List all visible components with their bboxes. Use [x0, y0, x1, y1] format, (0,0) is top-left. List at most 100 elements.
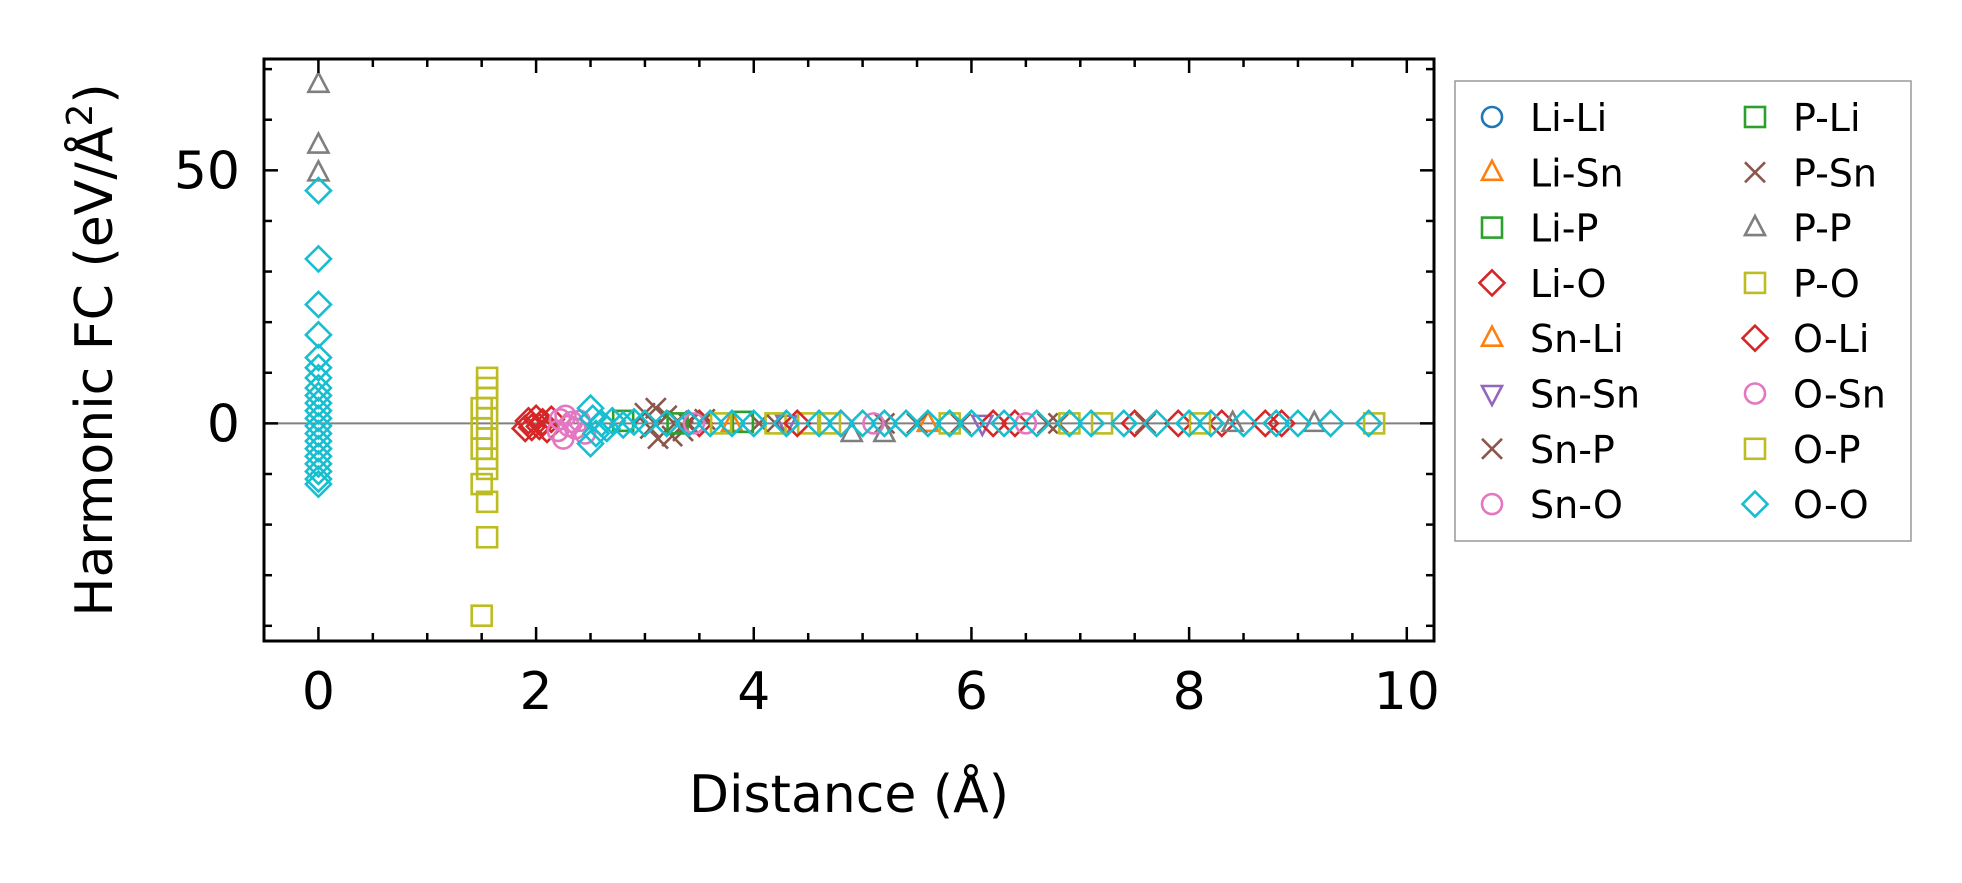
data-point [304, 396, 333, 426]
x-tick-label: 0 [302, 662, 335, 722]
data-point [475, 490, 499, 514]
legend-label: P-P [1793, 207, 1852, 251]
data-point [804, 409, 834, 438]
data-point [717, 409, 747, 438]
data-point [1354, 409, 1384, 438]
data-point [532, 415, 562, 444]
data-point [1362, 412, 1386, 435]
data-point [1188, 412, 1212, 435]
data-point [578, 403, 608, 433]
data-point [666, 412, 689, 435]
legend-entry: Sn-P [1481, 428, 1615, 472]
legend-label: Sn-P [1530, 428, 1615, 472]
data-point [304, 457, 333, 486]
data-point [304, 403, 333, 433]
data-point [304, 244, 333, 274]
plot-marks [264, 70, 1434, 627]
data-point [989, 409, 1019, 438]
legend-marker [1740, 323, 1770, 353]
data-point [304, 469, 333, 499]
data-point [782, 409, 812, 438]
legend-entry: P-P [1742, 207, 1852, 251]
legend-marker [1479, 158, 1505, 182]
data-point [1316, 409, 1345, 438]
data-point [304, 343, 333, 372]
legend-label: P-O [1793, 262, 1860, 306]
x-tick-label: 2 [520, 662, 553, 722]
legend-entry: Sn-O [1480, 483, 1623, 527]
data-point [304, 290, 333, 319]
legend-marker [1481, 437, 1503, 460]
legend: Li-Li Li-Sn Li-P Li-O Sn-Li Sn-Sn Sn-P Sn-O P-Li… [1454, 80, 1912, 542]
data-point [592, 414, 622, 443]
legend-marker [1480, 492, 1504, 516]
data-point [739, 409, 769, 438]
data-point [1000, 409, 1030, 438]
legend-label: Li-P [1530, 207, 1598, 251]
legend-box [1454, 80, 1912, 542]
data-point [818, 412, 842, 435]
data-point [935, 409, 965, 438]
data-point [304, 176, 333, 205]
data-point [957, 409, 986, 438]
series-o-li [782, 409, 1280, 438]
data-point [913, 409, 943, 438]
series-o-sn [682, 412, 1038, 435]
data-point [608, 410, 638, 440]
legend-entry: P-O [1743, 262, 1860, 306]
legend-label: P-Li [1793, 96, 1861, 140]
legend-label: O-O [1793, 483, 1869, 527]
data-point [619, 407, 649, 437]
data-point [709, 412, 733, 435]
data-point [862, 412, 885, 435]
legend-marker [1479, 384, 1505, 408]
x-axis-label: Distance (Å) [689, 763, 1009, 825]
data-point [304, 449, 333, 479]
y-tick-label: 50 [174, 141, 240, 201]
y-axis-label-close: ) [65, 83, 125, 103]
data-point [536, 404, 566, 434]
tick-labels: 0 2 4 6 8 10 0 50 [174, 141, 1440, 722]
data-point [652, 409, 682, 438]
data-point [695, 409, 725, 438]
data-point [1055, 409, 1084, 438]
data-point [772, 409, 801, 438]
legend-entry: Li-O [1477, 262, 1606, 306]
series-o-o [304, 176, 1384, 499]
legend-label: Sn-Li [1530, 317, 1624, 361]
data-point [1076, 409, 1106, 438]
x-tick-label: 6 [955, 662, 988, 722]
legend-marker [1743, 271, 1767, 295]
data-point [304, 320, 333, 350]
legend-marker [1480, 105, 1504, 129]
legend-marker [1743, 105, 1767, 129]
series-p-o [470, 366, 1386, 627]
data-point [1250, 409, 1280, 438]
legend-label: Li-O [1530, 262, 1606, 306]
data-point [1220, 409, 1245, 433]
legend-marker [1477, 268, 1507, 298]
data-point [304, 419, 333, 448]
data-point [634, 402, 656, 425]
axis-ticks [262, 59, 1434, 641]
legend-label: O-Li [1793, 317, 1869, 361]
data-point [891, 409, 921, 438]
data-point [470, 604, 493, 627]
legend-entry: P-Li [1743, 96, 1861, 140]
legend-label: O-P [1793, 428, 1861, 472]
y-axis-label-sup: 2 [60, 104, 101, 127]
legend-entry: P-Sn [1744, 151, 1877, 195]
series-p-p [306, 70, 1327, 443]
y-axis-label: Harmonic FC (eV/Å2) [60, 83, 125, 616]
data-point [978, 409, 1008, 438]
data-point [1142, 409, 1171, 438]
plot-frame [262, 57, 1436, 643]
data-point [304, 388, 333, 418]
data-point [870, 409, 899, 438]
legend-entry: Li-Li [1480, 96, 1607, 140]
data-point [576, 429, 605, 458]
legend-marker [1742, 213, 1768, 237]
data-point [475, 366, 499, 390]
x-tick-label: 8 [1173, 662, 1206, 722]
data-point [1229, 409, 1258, 438]
